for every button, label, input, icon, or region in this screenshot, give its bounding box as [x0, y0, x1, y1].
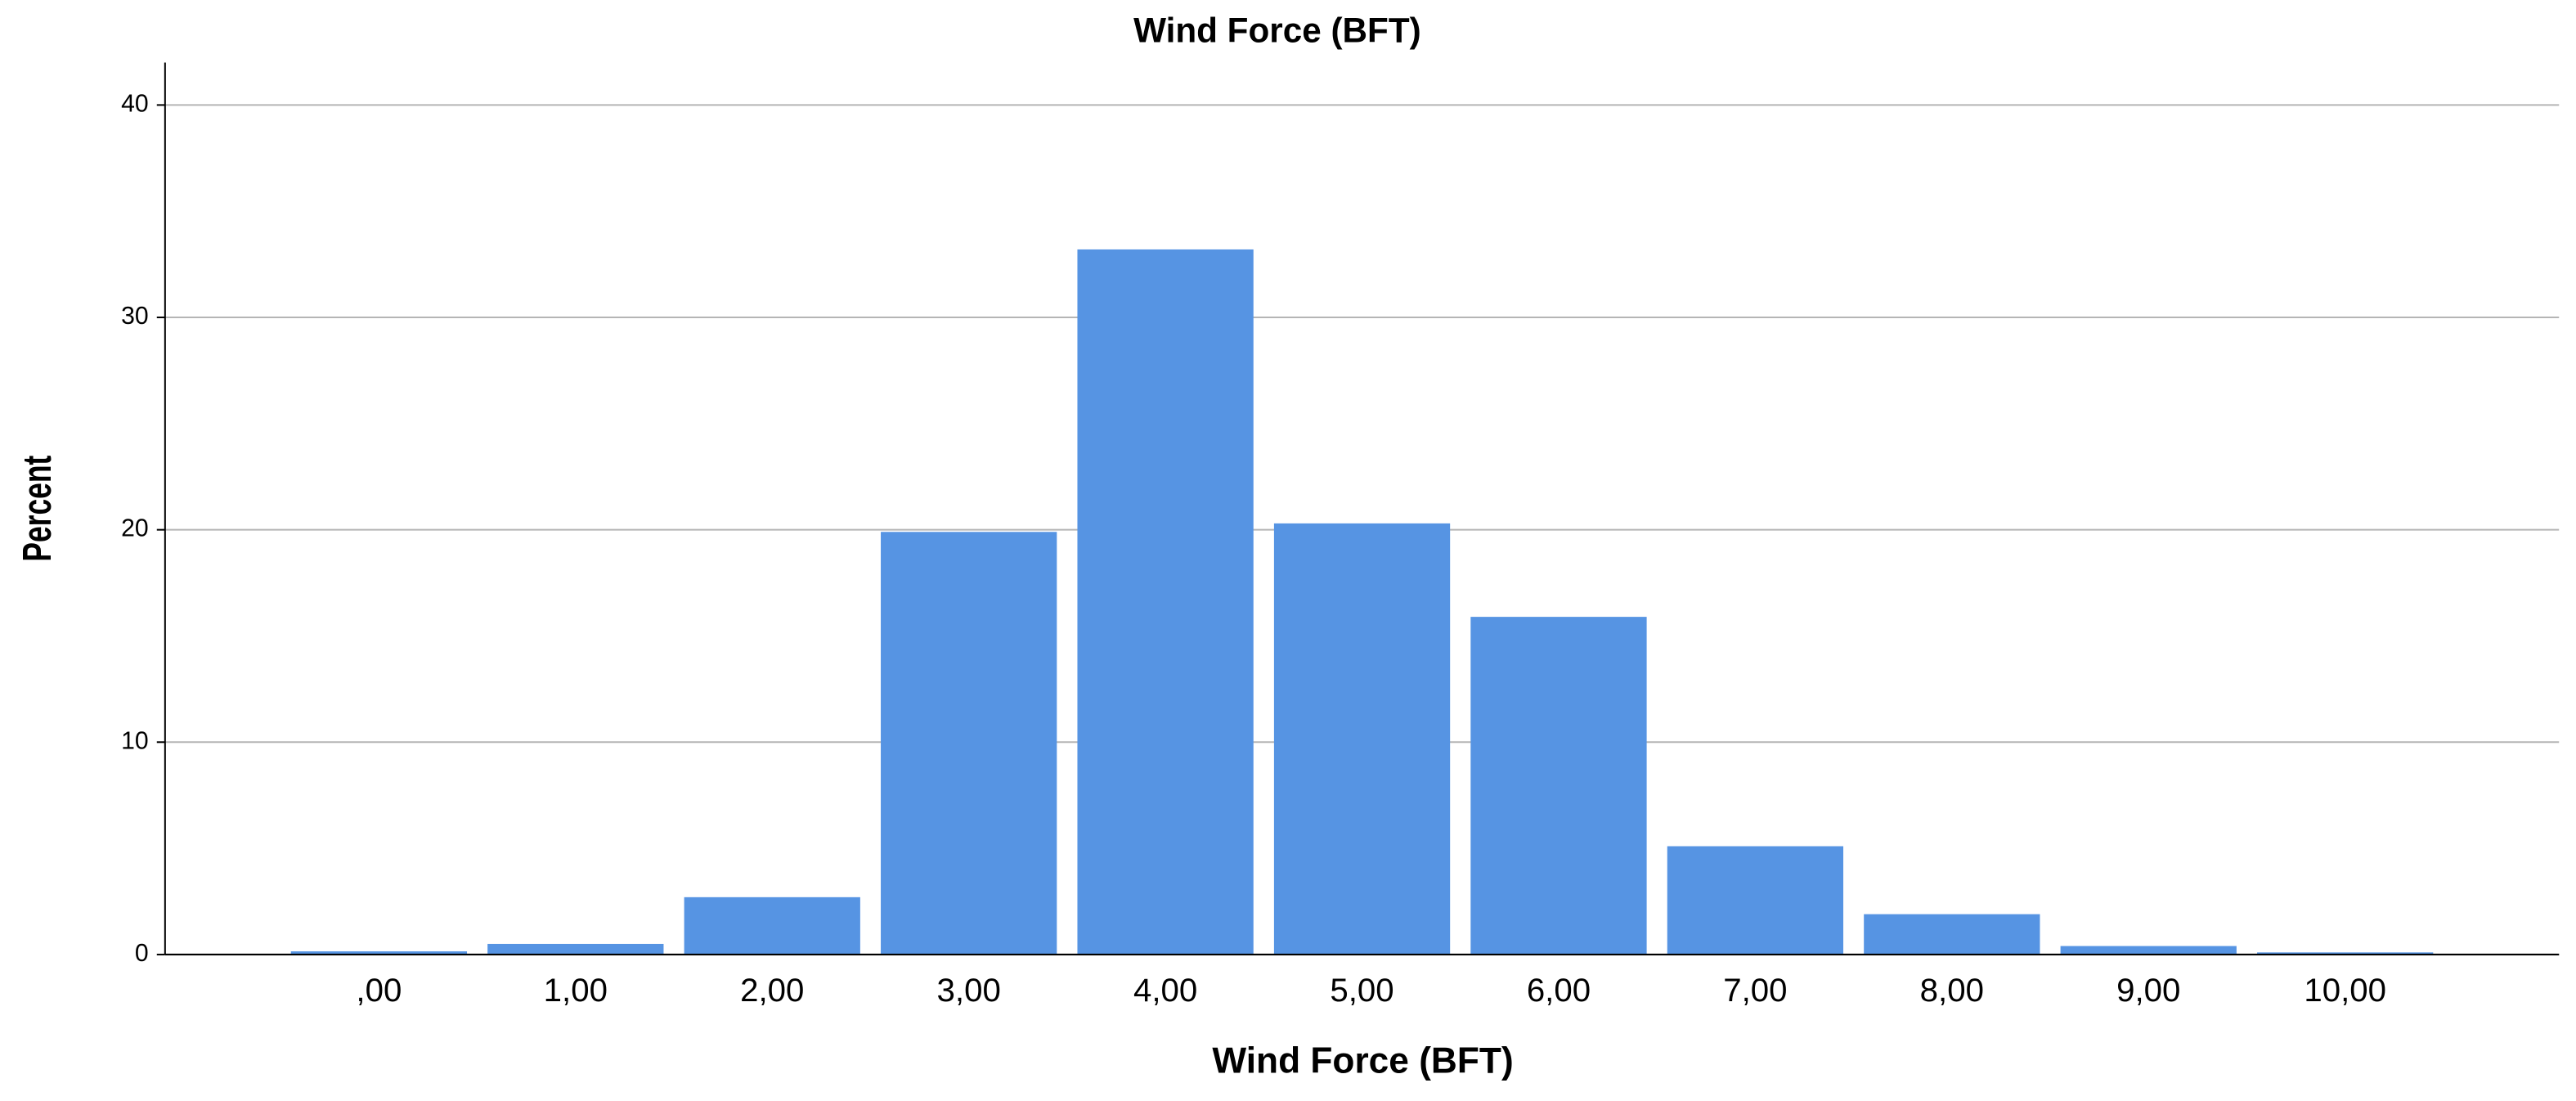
bar: [1667, 846, 1844, 955]
x-tick-label: 5,00: [1330, 972, 1393, 1009]
x-tick-label: 7,00: [1723, 972, 1787, 1009]
x-tick-label: 9,00: [2116, 972, 2180, 1009]
x-tick-label: 3,00: [937, 972, 1001, 1009]
x-tick-label: 6,00: [1527, 972, 1591, 1009]
bar: [1864, 914, 2040, 955]
bar: [684, 897, 860, 955]
x-tick-label: 8,00: [1920, 972, 1984, 1009]
x-tick-label: 4,00: [1133, 972, 1197, 1009]
y-tick-label: 0: [135, 940, 149, 967]
x-tick-label: 10,00: [2304, 972, 2386, 1009]
bar: [1273, 523, 1451, 955]
y-tick-label: 20: [121, 515, 149, 542]
x-axis-label: Wind Force (BFT): [1212, 1040, 1513, 1081]
y-tick-label: 30: [121, 303, 149, 330]
bar: [487, 943, 664, 955]
chart-title: Wind Force (BFT): [1133, 11, 1421, 49]
bar: [2060, 946, 2237, 955]
bar: [2257, 952, 2434, 955]
bar: [290, 951, 468, 955]
x-tick-label: 2,00: [740, 972, 804, 1009]
y-tick-label: 10: [121, 727, 149, 754]
bar: [1470, 617, 1647, 955]
y-tick-label: 40: [121, 90, 149, 117]
bar: [881, 532, 1057, 955]
bar: [1077, 249, 1254, 955]
x-tick-label: ,00: [356, 972, 402, 1009]
y-axis-label: Percent: [15, 456, 60, 562]
x-tick-label: 1,00: [544, 972, 608, 1009]
